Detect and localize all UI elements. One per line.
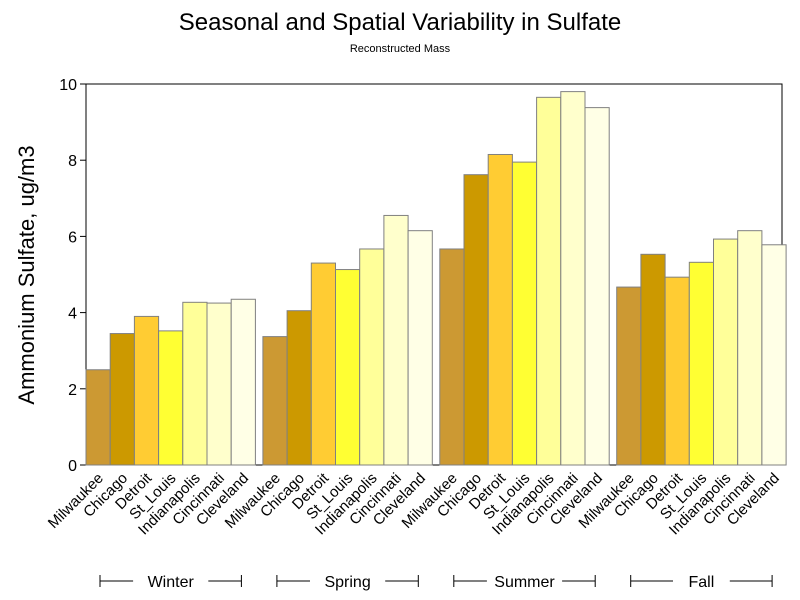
y-axis-label: Ammonium Sulfate, ug/m3: [14, 145, 39, 404]
season-label: Winter: [148, 574, 195, 591]
bar: [439, 248, 465, 466]
bar: [109, 333, 135, 466]
bar: [158, 330, 184, 466]
season-label: Summer: [494, 574, 555, 591]
bar: [487, 153, 513, 466]
y-tick-label: 4: [68, 306, 77, 323]
bar: [133, 315, 160, 466]
y-tick-label: 8: [68, 153, 77, 170]
chart-title: Seasonal and Spatial Variability in Sulf…: [179, 9, 622, 36]
bar: [640, 253, 666, 466]
season-label: Fall: [689, 574, 715, 591]
y-tick-label: 0: [68, 458, 77, 475]
bar: [688, 261, 714, 466]
chart-subtitle: Reconstructed Mass: [350, 43, 451, 55]
bar: [310, 262, 336, 466]
season-label: Spring: [324, 574, 370, 591]
bar: [206, 302, 232, 466]
y-tick-label: 2: [68, 382, 77, 399]
bar: [584, 107, 610, 466]
bar: [407, 230, 433, 466]
bar: [616, 286, 642, 466]
bar: [383, 214, 409, 466]
bar: [335, 269, 361, 466]
y-tick-label: 10: [59, 77, 77, 94]
bar: [230, 298, 256, 466]
bar: [182, 301, 208, 466]
bar: [536, 96, 562, 466]
bar: [664, 276, 690, 466]
plot-area: 0246810MilwaukeeChicagoDetroitSt_LouisIn…: [45, 77, 787, 591]
bar: [761, 244, 787, 466]
bar: [262, 336, 288, 466]
bar: [560, 91, 586, 466]
bar: [737, 230, 763, 466]
bar: [286, 310, 312, 466]
bar: [85, 369, 111, 466]
bar: [511, 161, 538, 466]
bar: [713, 238, 739, 466]
bar: [359, 248, 385, 466]
y-tick-label: 6: [68, 229, 77, 246]
bar: [463, 174, 489, 466]
